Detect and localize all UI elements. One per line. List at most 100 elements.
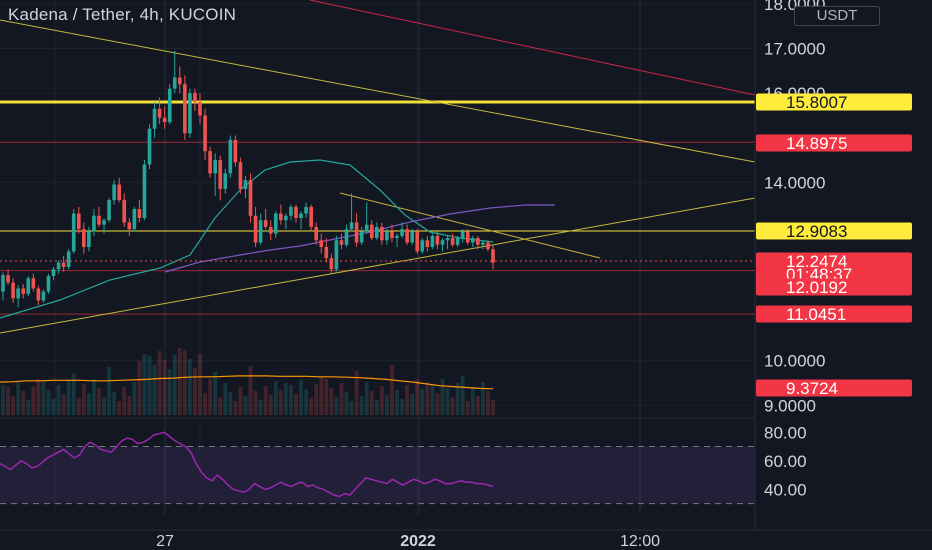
volume-bar (278, 390, 283, 415)
candle-body (6, 275, 10, 283)
volume-bar (491, 400, 495, 415)
moving-average-teal (0, 159, 494, 319)
volume-bar (132, 382, 137, 415)
candle-body (304, 206, 308, 214)
chart-title: Kadena / Tether, 4h, KUCOIN (8, 5, 237, 24)
candle-body (385, 231, 389, 241)
rsi-tick-label: 60.00 (764, 452, 807, 471)
trend-line-up (0, 197, 756, 334)
candle-body (268, 226, 273, 234)
triangle-upper-line (339, 192, 601, 259)
volume-bar (374, 400, 379, 415)
volume-bar (81, 384, 86, 415)
candle-body (233, 139, 238, 163)
volume-bar (319, 377, 324, 415)
volume-bar (334, 397, 339, 415)
moving-average-purple (164, 204, 555, 273)
volume-bar (425, 382, 430, 415)
candle-body (263, 220, 268, 227)
trend-line-red (309, 0, 756, 96)
volume-bar (107, 367, 112, 415)
price-label-box (756, 222, 912, 240)
currency-button[interactable]: USDT (794, 6, 880, 26)
candle-body (324, 246, 329, 259)
volume-bar (243, 396, 248, 415)
volume-bar (329, 388, 334, 415)
candle-body (117, 184, 122, 201)
volume-bar (314, 384, 319, 415)
candle-body (218, 160, 223, 190)
candle-body (213, 160, 217, 174)
candle-body (258, 220, 263, 243)
candle-body (127, 222, 132, 230)
volume-bar (157, 351, 162, 415)
volume-bar (294, 394, 298, 415)
volume-bar (193, 368, 197, 415)
candle-body (354, 222, 359, 243)
candle-body (460, 231, 465, 239)
candle-body (374, 226, 379, 239)
volume-bar (177, 348, 182, 415)
volume-bar (218, 397, 223, 415)
price-label-box (756, 252, 912, 270)
volume-bar (480, 382, 485, 415)
candle-body (400, 229, 404, 236)
volume-bar (26, 400, 31, 415)
volume-bar (379, 386, 384, 415)
candle-body (334, 240, 339, 270)
x-axis-tick-label: 2022 (400, 533, 436, 550)
volume-bar (324, 379, 329, 415)
volume-bar (268, 395, 273, 415)
candle-body (415, 231, 420, 252)
volume-ma-line (0, 375, 494, 390)
price-label-box (756, 379, 912, 397)
candle-body (188, 93, 192, 134)
volume-bar (198, 354, 202, 415)
price-label-box (756, 305, 912, 323)
candle-body (430, 235, 435, 247)
candle-body (76, 213, 81, 230)
volume-bar (349, 401, 354, 415)
candle-body (137, 209, 142, 218)
candle-body (395, 235, 399, 239)
candle-body (107, 200, 111, 221)
volume-bar (122, 387, 127, 415)
price-label-text: 12.9083 (786, 222, 847, 241)
candle-body (445, 238, 450, 241)
price-label-text: 15.8007 (786, 93, 847, 112)
candle-body (364, 224, 369, 232)
volume-bar (339, 383, 344, 415)
volume-bar (36, 379, 41, 415)
volume-bar (263, 386, 268, 415)
volume-bar (182, 350, 187, 415)
y-axis-tick-label: 10.0000 (764, 352, 825, 371)
candle-body (380, 226, 384, 241)
volume-bar (470, 387, 475, 415)
candle-body (87, 231, 91, 247)
candle-body (486, 242, 490, 250)
candle-body (289, 206, 293, 216)
volume-bar (112, 392, 117, 415)
candle-body (299, 213, 303, 218)
candle-body (435, 235, 440, 245)
candle-body (152, 108, 157, 129)
volume-bar (410, 394, 415, 415)
candle-body (97, 215, 101, 225)
volume-bar (152, 365, 157, 415)
candle-body (329, 258, 334, 270)
x-axis-tick-label: 12:00 (620, 533, 660, 550)
candle-body (61, 262, 66, 268)
volume-bar (137, 361, 142, 415)
candle-body (66, 251, 71, 268)
volume-bar (359, 396, 364, 415)
volume-bar (162, 360, 167, 415)
candle-body (420, 240, 425, 252)
candle-body (248, 180, 253, 216)
volume-bar (213, 372, 218, 415)
volume-bar (435, 393, 440, 415)
candle-body (279, 213, 283, 221)
volume-bar (299, 380, 303, 415)
volume-bar (223, 383, 228, 415)
volume-bar (258, 400, 263, 415)
